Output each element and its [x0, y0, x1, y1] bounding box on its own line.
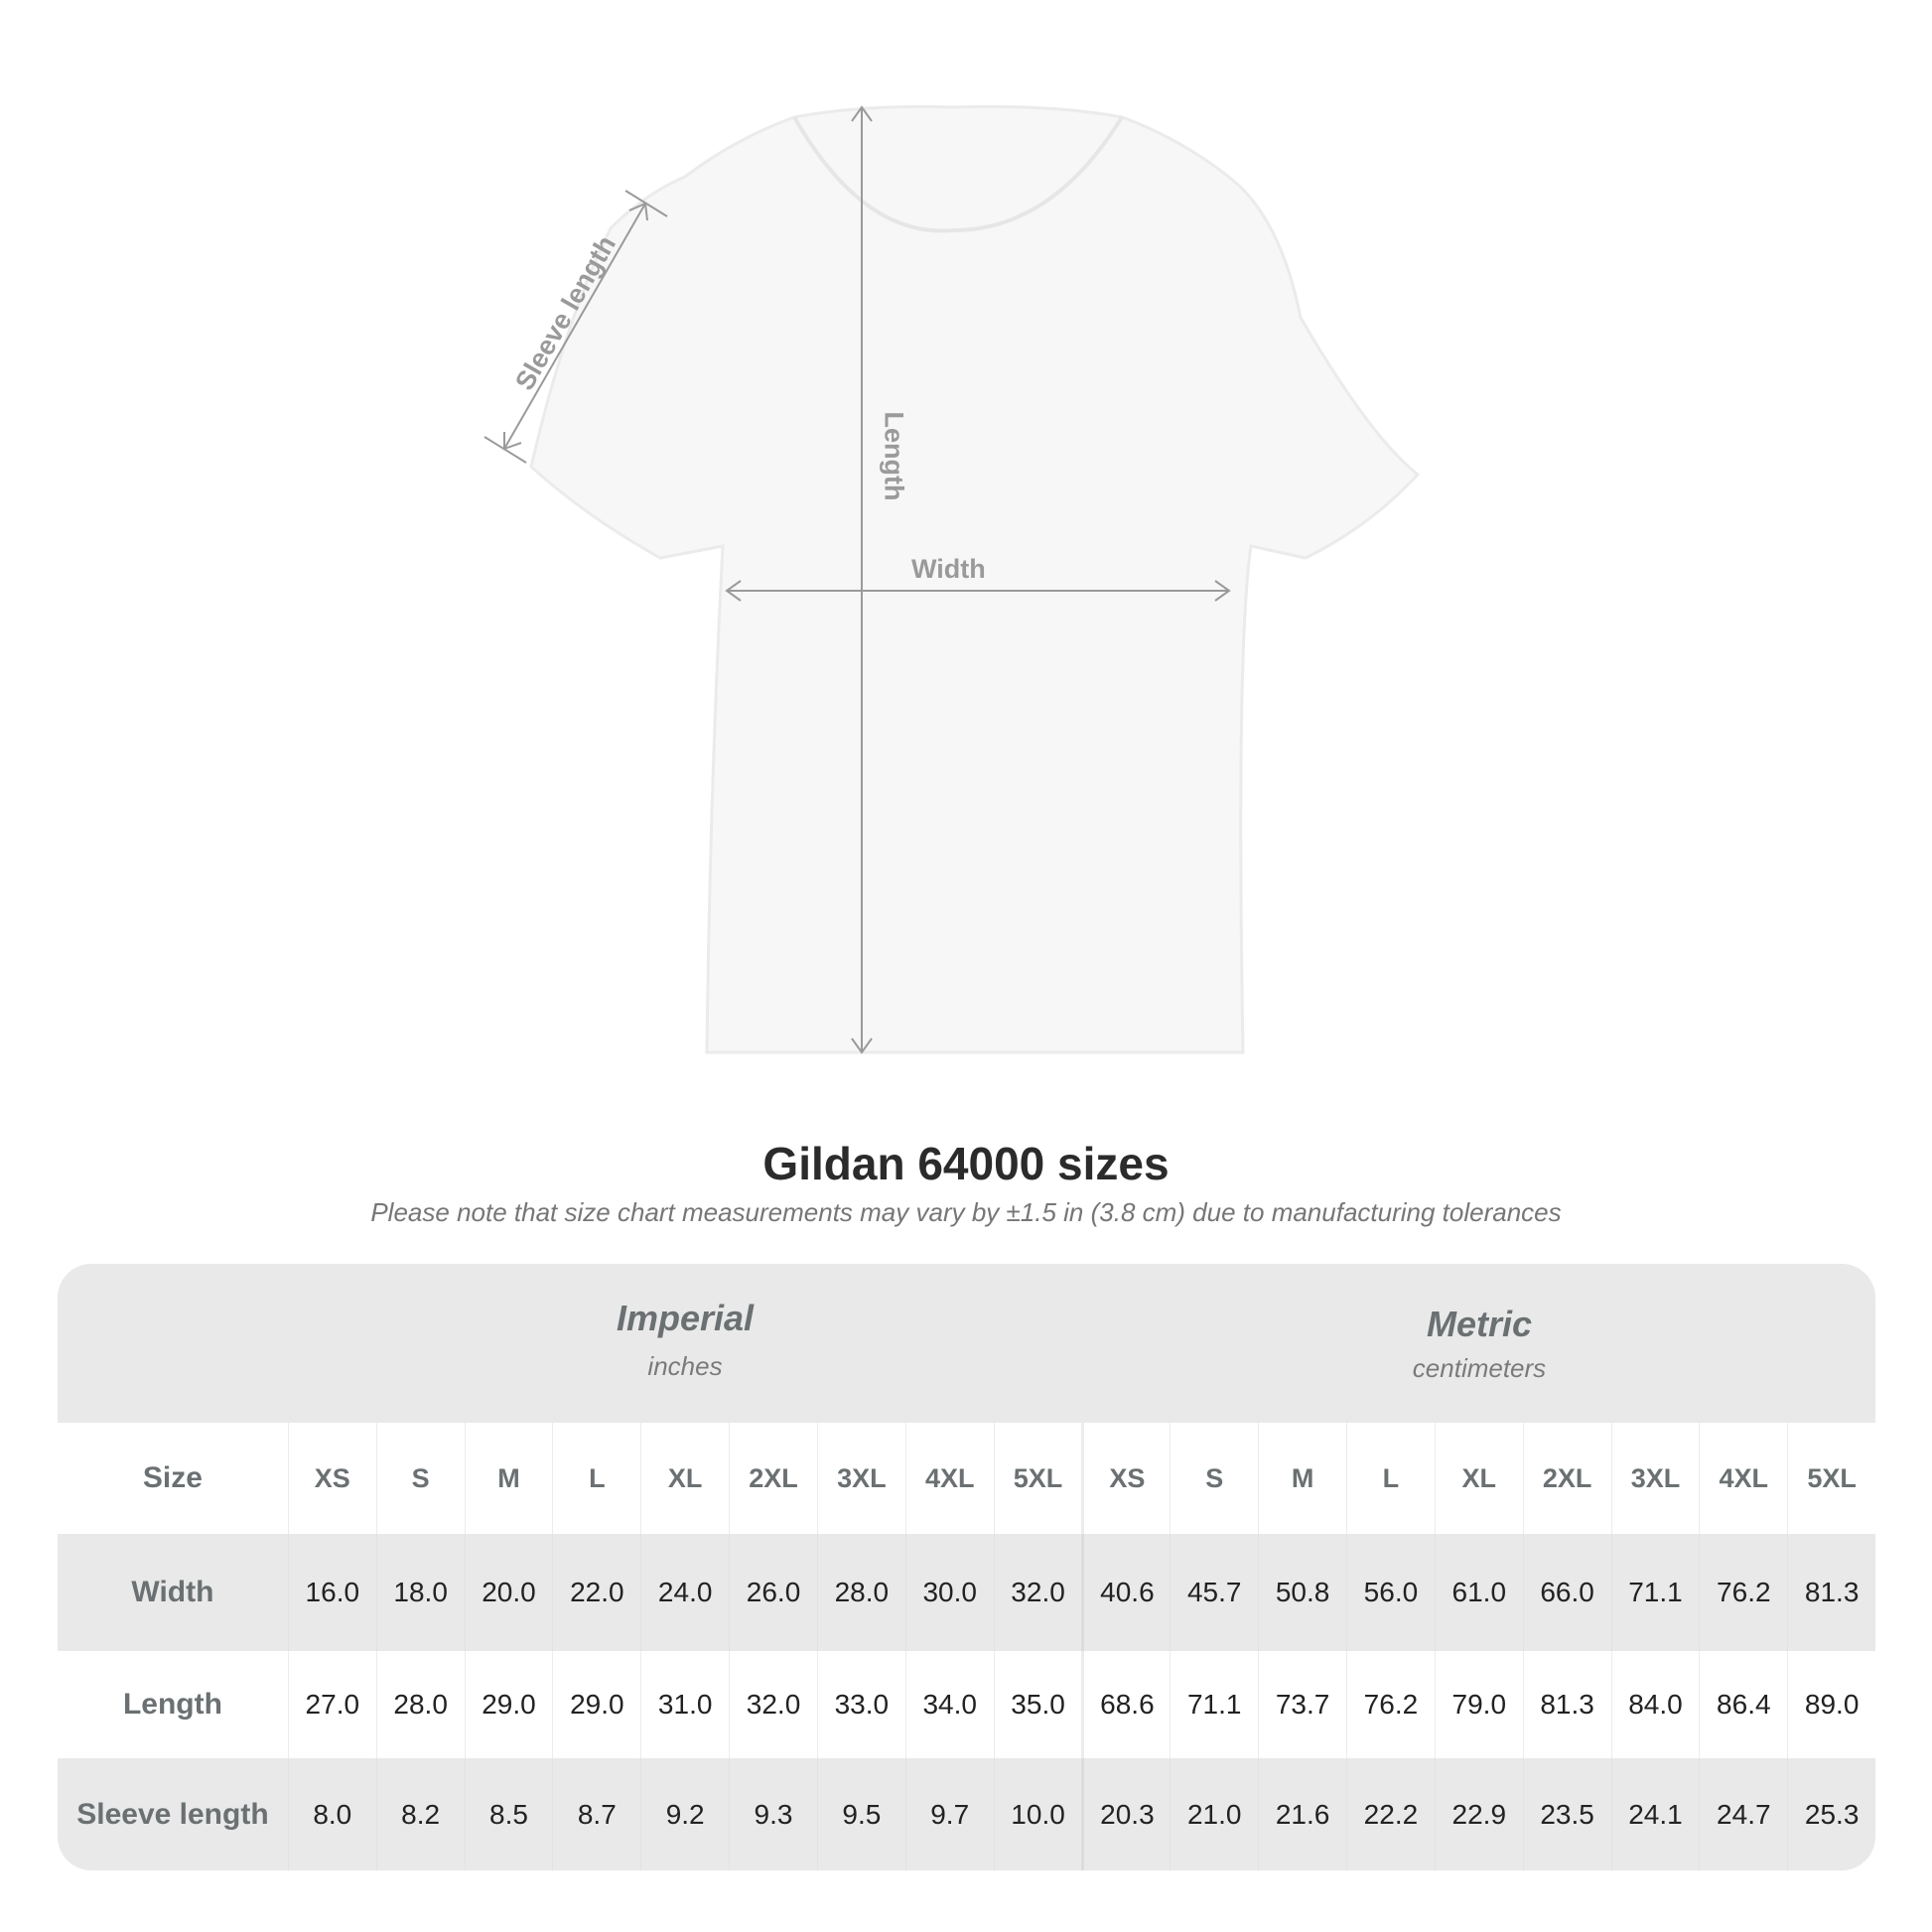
size-header-cell: S	[375, 1423, 465, 1534]
imperial-title: Imperial	[616, 1298, 755, 1338]
metric-header: Metric centimeters	[1082, 1264, 1875, 1423]
value-cell: 61.0	[1434, 1534, 1523, 1651]
value-cell: 79.0	[1434, 1651, 1523, 1758]
value-cell: 22.0	[552, 1534, 640, 1651]
value-cell: 25.3	[1787, 1758, 1875, 1870]
value-cell: 26.0	[729, 1534, 817, 1651]
value-cell: 68.6	[1081, 1651, 1170, 1758]
value-cell: 81.3	[1787, 1534, 1875, 1651]
value-cell: 45.7	[1170, 1534, 1258, 1651]
width-row: Width 16.0 18.0 20.0 22.0 24.0 26.0 28.0 30.0 32.…	[58, 1534, 1875, 1651]
sleeve-length-row: Sleeve length 8.0 8.2 8.5 8.7 9.2 9.3 9.5 9.7 10.…	[58, 1758, 1875, 1870]
row-label: Length	[122, 1688, 222, 1721]
metric-unit: centimeters	[1412, 1353, 1547, 1383]
value-cell: 23.5	[1522, 1758, 1611, 1870]
value-cell: 22.9	[1434, 1758, 1523, 1870]
value-cell: 27.0	[287, 1651, 376, 1758]
value-cell: 9.2	[640, 1758, 729, 1870]
size-table: Imperial inches Metric centimeters Size X…	[58, 1264, 1875, 1870]
size-header-cell: S	[1170, 1423, 1258, 1534]
tshirt-shape	[529, 104, 1421, 1054]
size-header-cell: 4XL	[1699, 1423, 1787, 1534]
size-header-cell: 4XL	[904, 1423, 994, 1534]
value-cell: 86.4	[1699, 1651, 1787, 1758]
value-cell: 24.0	[640, 1534, 729, 1651]
size-header-cell: 2XL	[1522, 1423, 1611, 1534]
value-cell: 9.5	[816, 1758, 905, 1870]
value-cell: 20.3	[1081, 1758, 1170, 1870]
size-header-cell: L	[552, 1423, 640, 1534]
value-cell: 21.6	[1258, 1758, 1346, 1870]
value-cell: 29.0	[552, 1651, 640, 1758]
value-cell: 10.0	[993, 1758, 1082, 1870]
value-cell: 8.7	[552, 1758, 640, 1870]
width-label: Width	[911, 554, 986, 584]
size-header-cell: XL	[640, 1423, 729, 1534]
size-header-cell: 3XL	[816, 1423, 905, 1534]
length-row: Length 27.0 28.0 29.0 29.0 31.0 32.0 33.0 34.0 35…	[58, 1651, 1875, 1758]
value-cell: 33.0	[816, 1651, 905, 1758]
value-cell: 24.7	[1699, 1758, 1787, 1870]
size-header-cell: M	[464, 1423, 553, 1534]
length-label: Length	[879, 411, 909, 501]
value-cell: 71.1	[1610, 1534, 1700, 1651]
value-cell: 22.2	[1346, 1758, 1435, 1870]
size-header-cell: 5XL	[1787, 1423, 1875, 1534]
metric-title: Metric	[1426, 1304, 1533, 1344]
value-cell: 28.0	[375, 1651, 465, 1758]
size-header-cell: XS	[287, 1423, 376, 1534]
row-label: Width	[131, 1576, 214, 1608]
value-cell: 84.0	[1610, 1651, 1700, 1758]
imperial-header: Imperial inches	[288, 1264, 1082, 1423]
value-cell: 28.0	[816, 1534, 905, 1651]
value-cell: 32.0	[729, 1651, 817, 1758]
value-cell: 9.3	[729, 1758, 817, 1870]
value-cell: 30.0	[904, 1534, 994, 1651]
value-cell: 16.0	[287, 1534, 376, 1651]
tolerance-note: Please note that size chart measurements…	[370, 1197, 1562, 1227]
row-label: Size	[142, 1461, 203, 1494]
page-title: Gildan 64000 sizes	[762, 1138, 1170, 1189]
value-cell: 8.5	[464, 1758, 553, 1870]
value-cell: 73.7	[1258, 1651, 1346, 1758]
tshirt-diagram	[483, 104, 1421, 1054]
value-cell: 8.0	[287, 1758, 376, 1870]
size-header-cell: 3XL	[1610, 1423, 1700, 1534]
value-cell: 76.2	[1699, 1534, 1787, 1651]
value-cell: 81.3	[1522, 1651, 1611, 1758]
value-cell: 66.0	[1522, 1534, 1611, 1651]
size-header-cell: M	[1258, 1423, 1346, 1534]
value-cell: 35.0	[993, 1651, 1082, 1758]
row-label: Sleeve length	[76, 1797, 269, 1831]
value-cell: 29.0	[464, 1651, 553, 1758]
size-header-cell: 5XL	[993, 1423, 1082, 1534]
value-cell: 9.7	[904, 1758, 994, 1870]
value-cell: 31.0	[640, 1651, 729, 1758]
value-cell: 20.0	[464, 1534, 553, 1651]
size-header-cell: XL	[1434, 1423, 1523, 1534]
value-cell: 18.0	[375, 1534, 465, 1651]
value-cell: 40.6	[1081, 1534, 1170, 1651]
size-header-cell: L	[1346, 1423, 1435, 1534]
collar	[792, 115, 1124, 233]
size-row: Size XS S M L XL 2XL 3XL 4XL 5XL XS S M L XL 2XL 3XL 4XL 5…	[58, 1423, 1875, 1534]
size-header-cell: XS	[1081, 1423, 1170, 1534]
value-cell: 32.0	[993, 1534, 1082, 1651]
value-cell: 8.2	[375, 1758, 465, 1870]
value-cell: 24.1	[1610, 1758, 1700, 1870]
value-cell: 56.0	[1346, 1534, 1435, 1651]
value-cell: 71.1	[1170, 1651, 1258, 1758]
value-cell: 50.8	[1258, 1534, 1346, 1651]
size-header-cell: 2XL	[729, 1423, 817, 1534]
value-cell: 89.0	[1787, 1651, 1875, 1758]
imperial-unit: inches	[647, 1351, 723, 1381]
value-cell: 34.0	[904, 1651, 994, 1758]
value-cell: 21.0	[1170, 1758, 1258, 1870]
value-cell: 76.2	[1346, 1651, 1435, 1758]
